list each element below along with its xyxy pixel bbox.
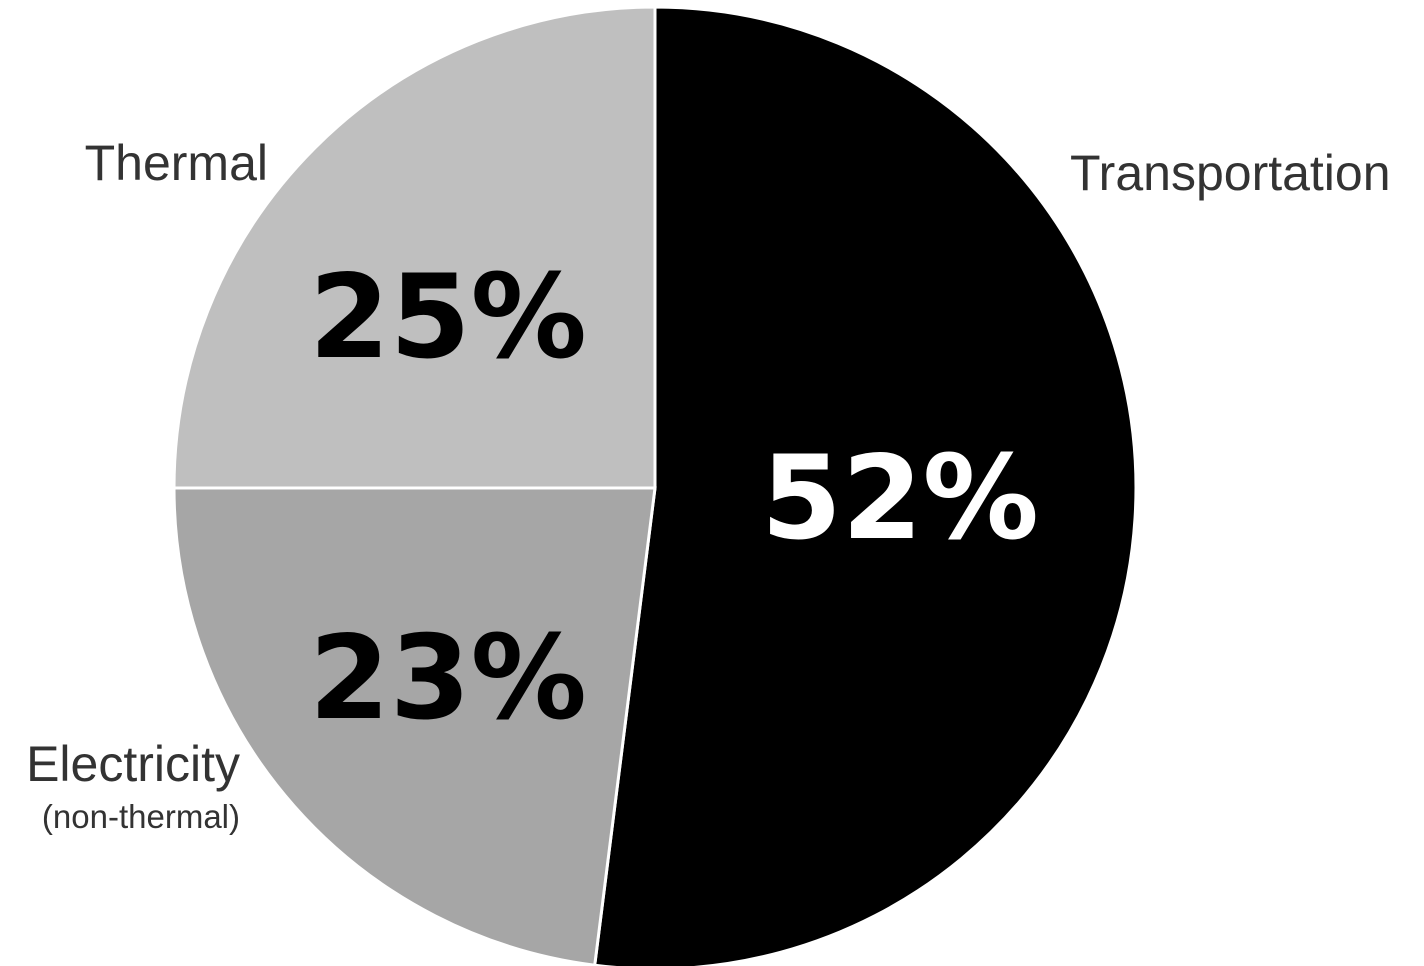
value-label-thermal: 25%	[309, 250, 587, 385]
category-label-thermal: Thermal	[85, 135, 268, 191]
category-label-transportation: Transportation	[1070, 145, 1391, 201]
category-label-electricity: Electricity	[26, 736, 240, 792]
pie-slice-thermal	[172, 5, 657, 490]
value-label-electricity: 23%	[309, 611, 587, 746]
category-sublabel-electricity: (non-thermal)	[42, 798, 240, 835]
pie-slices	[172, 5, 1138, 966]
pie-slice-electricity	[172, 486, 657, 966]
value-label-transportation: 52%	[761, 431, 1039, 566]
pie-slice-transportation	[593, 5, 1138, 966]
